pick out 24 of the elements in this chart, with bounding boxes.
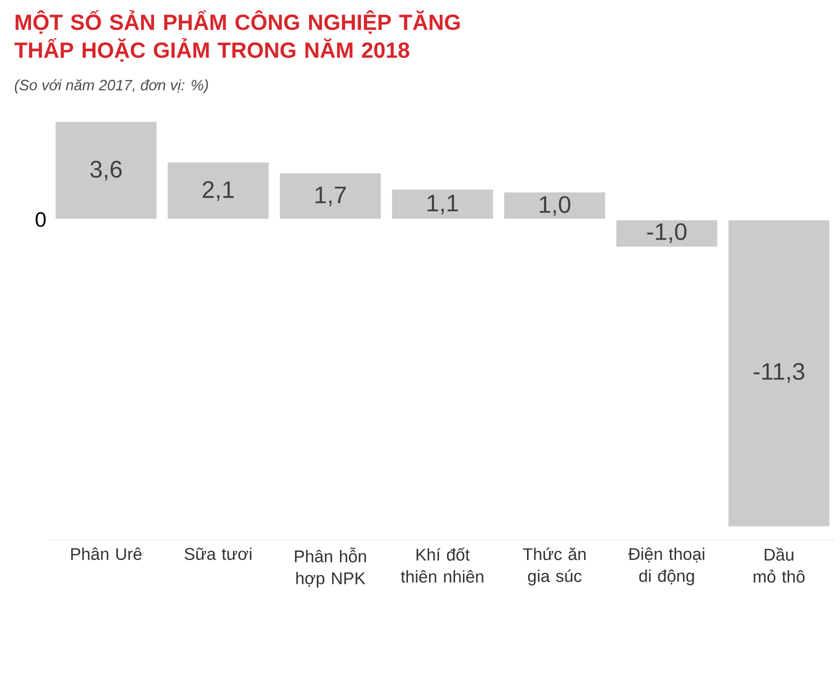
x-tick-label: Thức ăn gia súc: [522, 548, 586, 586]
data-label: 1,0: [540, 196, 570, 216]
data-label: -11,3: [754, 362, 804, 383]
bar: [616, 220, 718, 247]
text: 0: [36, 212, 46, 227]
data-label: 1,1: [428, 194, 458, 214]
bar: [280, 173, 381, 220]
data-label: -1,0: [647, 223, 686, 243]
chart-subtitle: (So với năm 2017, đơn vị: %): [14, 79, 208, 94]
bar: [56, 122, 157, 220]
bar: [504, 192, 606, 220]
data-label: 2,1: [202, 181, 234, 201]
x-tick-label: Điện thoại di động: [628, 548, 704, 586]
x-tick-label: Sữa tươi: [184, 548, 252, 560]
x-tick-label: Phân hỗn hợp NPK: [295, 548, 366, 588]
data-label: 1,7: [316, 186, 346, 206]
chart-title: MỘT SỐ SẢN PHẨM CÔNG NGHIỆP TĂNG THẤP HOẶC GIẢM TRONG NĂM 2018: [14, 10, 460, 62]
bar: [168, 162, 269, 220]
bar: [392, 190, 493, 220]
data-label: 3,6: [90, 160, 122, 181]
x-tick-label: Khí đốt thiên nhiên: [400, 548, 484, 583]
x-tick-label: Dầu mỏ thô: [754, 548, 805, 583]
bar: [728, 220, 830, 526]
x-tick-label: Phân Urê: [71, 548, 142, 560]
